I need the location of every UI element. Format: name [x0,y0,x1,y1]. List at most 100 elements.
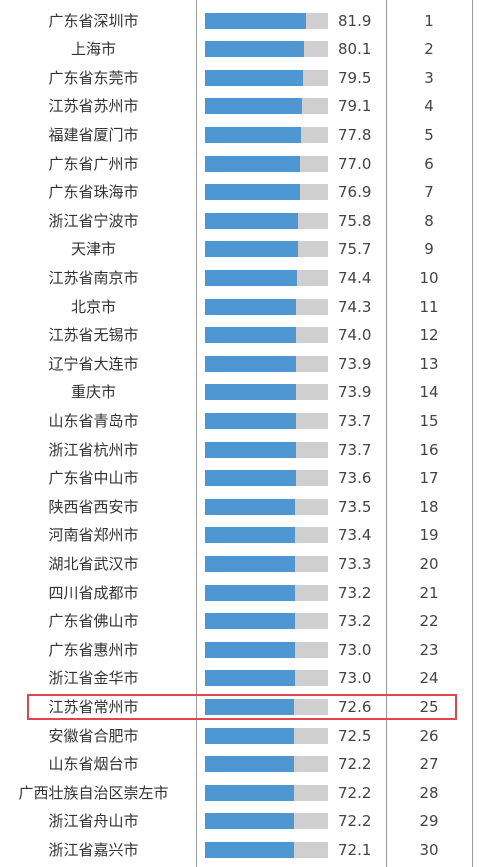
bar-track [205,555,328,572]
city-name-label: 广东省珠海市 [48,183,139,202]
table-row: 北京市 74.3 11 [0,293,479,322]
score-bar [205,69,303,86]
city-name-label: 江苏省无锡市 [48,326,139,345]
table-row: 江苏省南京市 74.4 10 [0,264,479,293]
bar-track [205,527,328,544]
score-value-label: 72.2 [338,755,372,774]
score-value-label: 75.8 [338,211,372,230]
rank-label: 27 [419,755,439,774]
rank-label: 13 [419,354,439,373]
score-value-label: 73.9 [338,383,372,402]
table-row: 浙江省舟山市 72.2 29 [0,807,479,836]
rank-label: 17 [419,469,439,488]
bar-track [205,384,328,401]
bar-track [205,470,328,487]
score-value-label: 74.0 [338,326,372,345]
score-value-label: 72.2 [338,783,372,802]
rank-label: 21 [419,583,439,602]
score-value-label: 73.7 [338,411,372,430]
city-name-label: 上海市 [70,40,116,59]
table-row: 浙江省杭州市 73.7 16 [0,436,479,465]
score-value-label: 76.9 [338,183,372,202]
table-row: 福建省厦门市 77.8 5 [0,121,479,150]
score-bar [205,470,296,487]
city-name-label: 山东省青岛市 [48,411,139,430]
bar-track [205,641,328,658]
city-name-label: 天津市 [70,240,116,259]
score-bar [205,727,295,744]
rank-label: 8 [424,211,434,230]
bar-track [205,784,328,801]
score-bar [205,241,299,258]
score-bar [205,184,300,201]
score-bar [205,155,300,172]
rank-label: 23 [419,640,439,659]
city-name-label: 广东省惠州市 [48,640,139,659]
score-bar [205,441,296,458]
rank-label: 25 [419,697,439,716]
rank-label: 10 [419,268,439,287]
score-value-label: 72.6 [338,697,372,716]
score-bar [205,841,294,858]
city-name-label: 陕西省西安市 [48,497,139,516]
city-name-label: 重庆市 [70,383,116,402]
city-name-label: 山东省烟台市 [48,755,139,774]
score-bar [205,212,299,229]
score-bar [205,355,296,372]
city-name-label: 江苏省苏州市 [48,97,139,116]
score-bar [205,641,295,658]
bar-track [205,441,328,458]
bar-track [205,584,328,601]
table-row: 重庆市 73.9 14 [0,378,479,407]
score-value-label: 73.6 [338,469,372,488]
rank-label: 29 [419,812,439,831]
table-row: 浙江省嘉兴市 72.1 30 [0,836,479,865]
rank-label: 4 [424,97,434,116]
city-name-label: 广东省中山市 [48,469,139,488]
table-row: 广东省东莞市 79.5 3 [0,64,479,93]
city-name-label: 北京市 [70,297,116,316]
score-value-label: 73.7 [338,440,372,459]
bar-track [205,269,328,286]
rank-label: 19 [419,526,439,545]
highlight-box [27,693,457,720]
city-name-label: 浙江省宁波市 [48,211,139,230]
score-bar [205,412,296,429]
table-row: 广东省广州市 77.0 6 [0,150,479,179]
city-name-label: 广东省佛山市 [48,612,139,631]
city-name-label: 广西壮族自治区崇左市 [18,783,169,802]
city-name-label: 四川省成都市 [48,583,139,602]
score-value-label: 75.7 [338,240,372,259]
table-row: 湖北省武汉市 73.3 20 [0,550,479,579]
bar-track [205,155,328,172]
table-row: 江苏省苏州市 79.1 4 [0,92,479,121]
bar-track [205,841,328,858]
score-bar [205,126,301,143]
rank-label: 1 [424,11,434,30]
city-name-label: 湖北省武汉市 [48,554,139,573]
bar-track [205,355,328,372]
table-row: 浙江省金华市 73.0 24 [0,664,479,693]
city-name-label: 河南省郑州市 [48,526,139,545]
city-name-label: 辽宁省大连市 [48,354,139,373]
score-value-label: 79.1 [338,97,372,116]
score-value-label: 77.0 [338,154,372,173]
city-name-label: 福建省厦门市 [48,125,139,144]
score-bar [205,584,296,601]
table-row: 广东省珠海市 76.9 7 [0,178,479,207]
rank-label: 30 [419,840,439,859]
table-row: 山东省青岛市 73.7 15 [0,407,479,436]
score-value-label: 73.2 [338,612,372,631]
table-row: 天津市 75.7 9 [0,235,479,264]
rank-label: 11 [419,297,439,316]
table-row: 上海市 80.1 2 [0,35,479,64]
score-value-label: 72.2 [338,812,372,831]
score-value-label: 73.0 [338,640,372,659]
bar-track [205,698,328,715]
rank-label: 26 [419,726,439,745]
rank-label: 28 [419,783,439,802]
score-value-label: 74.4 [338,268,372,287]
city-name-label: 广东省深圳市 [48,11,139,30]
table-row: 广东省中山市 73.6 17 [0,464,479,493]
